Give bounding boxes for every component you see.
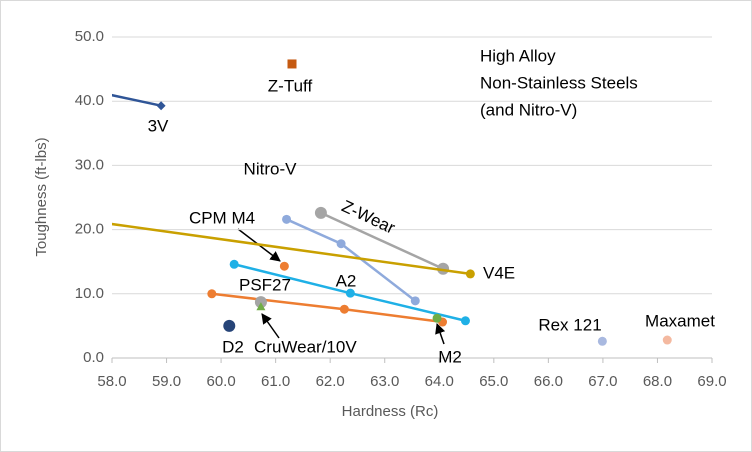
marker [345,288,355,298]
x-tick-label: 66.0 [534,373,563,390]
x-tick-label: 63.0 [370,373,399,390]
x-axis-title: Hardness (Rc) [342,403,439,420]
marker [465,269,475,279]
annotation: (and Nitro-V) [480,100,577,119]
annotation: Non-Stainless Steels [480,73,638,92]
x-tick-label: 64.0 [425,373,454,390]
x-tick-label: 61.0 [261,373,290,390]
marker [287,59,297,69]
x-tick-label: 58.0 [97,373,126,390]
series-label: PSF27 [239,275,291,294]
marker [410,296,420,306]
marker [597,336,607,346]
marker [229,259,239,269]
series-label: Rex 121 [538,315,601,334]
series-label: Z-Tuff [268,76,313,95]
marker [460,316,470,326]
marker [279,261,289,271]
series-label: M2 [438,347,462,366]
marker [156,101,166,111]
x-tick-label: 59.0 [152,373,181,390]
arrow [435,323,446,345]
y-tick-label: 20.0 [75,221,104,238]
x-tick-label: 67.0 [588,373,617,390]
series-label: V4E [483,263,515,282]
marker [256,302,266,311]
marker [223,319,236,332]
series-label: Nitro-V [244,159,298,178]
x-tick-label: 62.0 [316,373,345,390]
marker [336,239,346,249]
series-label: Maxamet [645,311,715,330]
y-axis-title: Toughness (ft-lbs) [33,137,50,256]
series-label: CruWear/10V [254,337,357,356]
x-tick-label: 60.0 [206,373,235,390]
series-label: A2 [336,271,357,290]
series-line [112,93,162,107]
plot-area [112,59,672,346]
marker [432,313,442,323]
x-tick-label: 68.0 [643,373,672,390]
series-label: CPM M4 [189,208,255,227]
marker [207,289,217,299]
marker [282,214,292,224]
series-label: D2 [222,337,244,356]
marker [339,304,349,314]
series-line [320,211,444,270]
y-tick-label: 0.0 [83,349,104,366]
marker [314,206,327,219]
marker [662,335,672,345]
x-tick-label: 69.0 [697,373,726,390]
y-tick-label: 40.0 [75,92,104,109]
y-tick-label: 30.0 [75,156,104,173]
x-tick-label: 65.0 [479,373,508,390]
annotation: High Alloy [480,46,556,65]
series-line [112,222,471,276]
y-tick-label: 10.0 [75,285,104,302]
y-tick-label: 50.0 [75,28,104,45]
arrow [261,313,280,339]
series-label: 3V [148,116,169,135]
